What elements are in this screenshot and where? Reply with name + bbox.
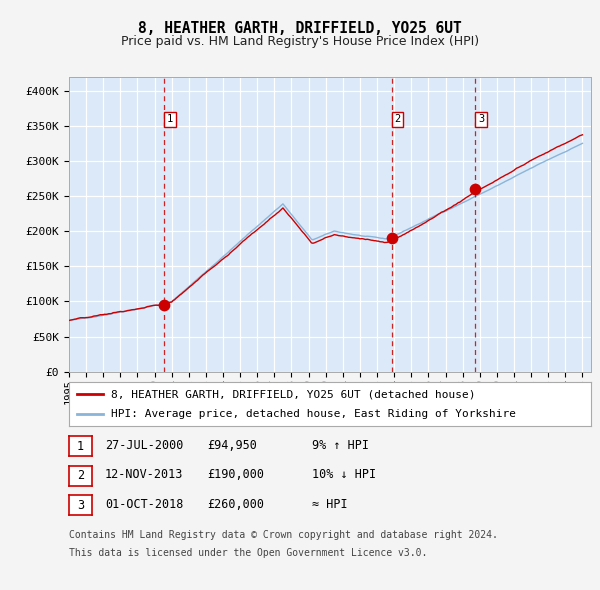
Text: 2: 2 [395, 114, 401, 124]
Text: £190,000: £190,000 [207, 468, 264, 481]
Text: Contains HM Land Registry data © Crown copyright and database right 2024.: Contains HM Land Registry data © Crown c… [69, 530, 498, 540]
Text: 1: 1 [167, 114, 173, 124]
Point [470, 184, 480, 194]
Text: Price paid vs. HM Land Registry's House Price Index (HPI): Price paid vs. HM Land Registry's House … [121, 35, 479, 48]
Text: 9% ↑ HPI: 9% ↑ HPI [312, 439, 369, 452]
Text: 3: 3 [77, 499, 84, 512]
Text: 12-NOV-2013: 12-NOV-2013 [105, 468, 184, 481]
Text: ≈ HPI: ≈ HPI [312, 498, 347, 511]
Text: £94,950: £94,950 [207, 439, 257, 452]
Text: 2: 2 [77, 469, 84, 482]
Text: £260,000: £260,000 [207, 498, 264, 511]
Text: 8, HEATHER GARTH, DRIFFIELD, YO25 6UT: 8, HEATHER GARTH, DRIFFIELD, YO25 6UT [138, 21, 462, 35]
Text: 27-JUL-2000: 27-JUL-2000 [105, 439, 184, 452]
Text: 8, HEATHER GARTH, DRIFFIELD, YO25 6UT (detached house): 8, HEATHER GARTH, DRIFFIELD, YO25 6UT (d… [111, 389, 475, 399]
Point [387, 234, 397, 243]
Text: 1: 1 [77, 440, 84, 453]
Text: 10% ↓ HPI: 10% ↓ HPI [312, 468, 376, 481]
Text: HPI: Average price, detached house, East Riding of Yorkshire: HPI: Average price, detached house, East… [111, 409, 516, 419]
Text: This data is licensed under the Open Government Licence v3.0.: This data is licensed under the Open Gov… [69, 548, 427, 558]
Text: 3: 3 [478, 114, 484, 124]
Point [160, 300, 169, 310]
Text: 01-OCT-2018: 01-OCT-2018 [105, 498, 184, 511]
